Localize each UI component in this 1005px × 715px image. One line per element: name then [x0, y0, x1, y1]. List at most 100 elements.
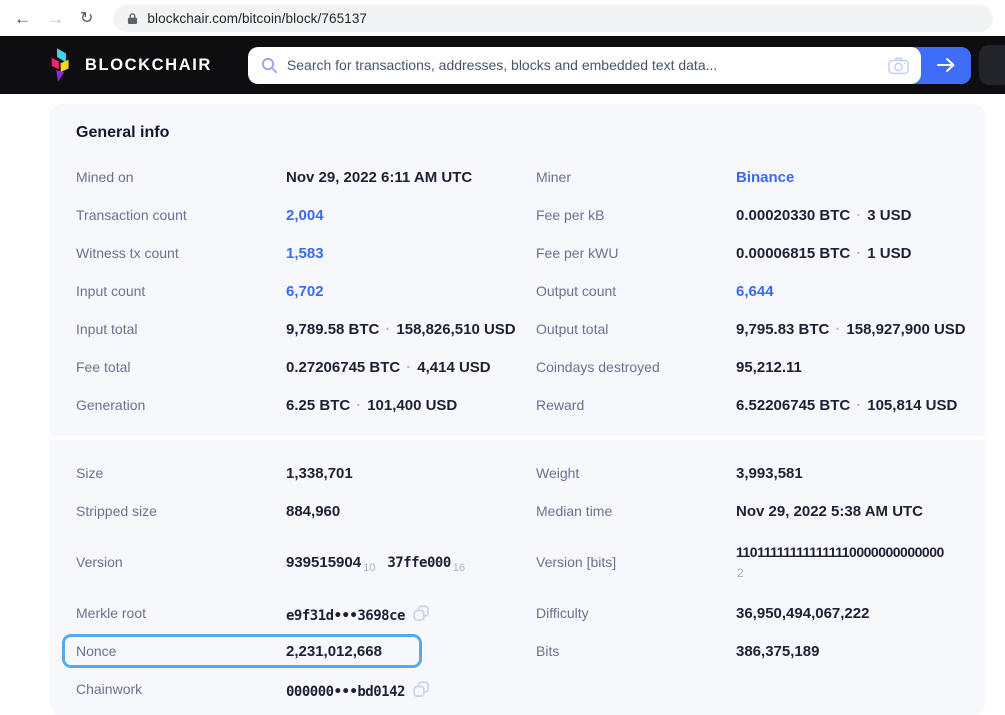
- base-subscript: 2: [737, 565, 744, 580]
- table-row: Nonce 2,231,012,668 Bits 386,375,189: [76, 632, 959, 670]
- search-icon: [261, 57, 278, 74]
- row-label: Transaction count: [76, 207, 187, 223]
- weight-value: 3,993,581: [736, 464, 803, 482]
- search-input[interactable]: [286, 57, 879, 73]
- section-title: General info: [76, 124, 170, 141]
- fee-per-kwu-value: 0.00006815 BTC · 1 USD: [736, 245, 959, 262]
- row-label: Weight: [536, 465, 580, 481]
- row-label: Difficulty: [536, 605, 589, 621]
- block-info-card: General info Mined on Nov 29, 2022 6:11 …: [50, 104, 985, 715]
- row-label: Input total: [76, 321, 138, 337]
- usd-amount: 3 USD: [867, 206, 912, 224]
- row-label: Nonce: [76, 643, 117, 659]
- median-time-value: Nov 29, 2022 5:38 AM UTC: [736, 502, 924, 520]
- transaction-count-link[interactable]: 2,004: [286, 206, 324, 224]
- generation-value: 6.25 BTC · 101,400 USD: [286, 397, 536, 414]
- merkle-root-value: e9f31d•••3698ce: [286, 603, 536, 624]
- btc-amount: 9,789.58 BTC: [286, 320, 380, 338]
- back-icon[interactable]: ←: [14, 8, 31, 28]
- camera-icon[interactable]: [888, 56, 909, 75]
- brand-name[interactable]: BLOCKCHAIR: [85, 55, 212, 74]
- row-label: Fee total: [76, 359, 131, 375]
- btc-amount: 6.52206745 BTC: [736, 396, 851, 414]
- copy-icon[interactable]: [413, 680, 430, 698]
- search-bar: [247, 46, 971, 84]
- miner-link[interactable]: Binance: [736, 168, 795, 186]
- row-label: Mined on: [76, 169, 134, 185]
- site-header: BLOCKCHAIR: [0, 36, 1005, 94]
- table-row: Version 939515904 10 37ffe000 16 Version [b…: [76, 530, 959, 594]
- row-label: Fee per kWU: [536, 245, 619, 261]
- table-row: Transaction count 2,004 Fee per kB 0.000…: [76, 196, 959, 234]
- header-menu-stub[interactable]: [979, 45, 1005, 85]
- url-text: blockchair.com/bitcoin/block/765137: [147, 10, 368, 26]
- row-label: Miner: [536, 169, 572, 185]
- address-bar[interactable]: blockchair.com/bitcoin/block/765137: [113, 4, 993, 32]
- dot-separator: ·: [385, 320, 391, 338]
- reward-value: 6.52206745 BTC · 105,814 USD: [736, 397, 959, 414]
- dot-separator: ·: [406, 358, 412, 376]
- table-row: Merkle root e9f31d•••3698ce Difficulty 3…: [76, 594, 959, 632]
- usd-amount: 105,814 USD: [867, 396, 958, 414]
- search-field-container: [247, 46, 921, 84]
- page-body: General info Mined on Nov 29, 2022 6:11 …: [0, 94, 1005, 715]
- fee-per-kb-value: 0.00020330 BTC · 3 USD: [736, 207, 959, 224]
- mined-on-value: Nov 29, 2022 6:11 AM UTC: [286, 168, 473, 186]
- table-row: Mined on Nov 29, 2022 6:11 AM UTC Miner …: [76, 158, 959, 196]
- coindays-destroyed-value: 95,212.11: [736, 358, 802, 376]
- chainwork-hash: 000000•••bd0142: [286, 683, 405, 700]
- section-divider: [50, 436, 985, 440]
- row-label: Chainwork: [76, 681, 143, 697]
- dot-separator: ·: [856, 206, 862, 224]
- table-row: Size 1,338,701 Weight 3,993,581: [76, 454, 959, 492]
- row-label: Generation: [76, 397, 146, 413]
- usd-amount: 158,927,900 USD: [846, 320, 966, 338]
- row-label: Reward: [536, 397, 585, 413]
- general-info-section: General info Mined on Nov 29, 2022 6:11 …: [50, 104, 985, 436]
- row-label: Output total: [536, 321, 609, 337]
- usd-amount: 158,826,510 USD: [396, 320, 516, 338]
- fee-total-value: 0.27206745 BTC · 4,414 USD: [286, 359, 536, 376]
- size-value: 1,338,701: [286, 464, 353, 482]
- input-count-link[interactable]: 6,702: [286, 282, 324, 300]
- row-label: Input count: [76, 283, 146, 299]
- nonce-value: 2,231,012,668: [286, 642, 382, 660]
- output-count-link[interactable]: 6,644: [736, 282, 774, 300]
- usd-amount: 101,400 USD: [367, 396, 458, 414]
- usd-amount: 1 USD: [867, 244, 912, 262]
- search-submit-button[interactable]: [920, 46, 971, 84]
- dot-separator: ·: [835, 320, 841, 338]
- row-label: Coindays destroyed: [536, 359, 660, 375]
- row-label: Output count: [536, 283, 617, 299]
- row-label: Bits: [536, 643, 560, 659]
- btc-amount: 0.00006815 BTC: [736, 244, 851, 262]
- base-subscript: 16: [452, 561, 466, 574]
- btc-amount: 6.25 BTC: [286, 396, 351, 414]
- forward-icon[interactable]: →: [47, 8, 64, 28]
- bits-value: 386,375,189: [736, 642, 820, 660]
- blockchair-logo-icon[interactable]: [50, 48, 73, 82]
- input-total-value: 9,789.58 BTC · 158,826,510 USD: [286, 321, 536, 338]
- stripped-size-value: 884,960: [286, 502, 341, 520]
- table-row: Chainwork 000000•••bd0142: [76, 670, 959, 708]
- chainwork-value: 000000•••bd0142: [286, 679, 536, 700]
- version-bits-value: 110111111111111110000000000000 2: [736, 544, 959, 581]
- row-label: Median time: [536, 503, 613, 519]
- version-decimal: 939515904: [286, 553, 362, 571]
- copy-icon[interactable]: [413, 604, 430, 622]
- difficulty-value: 36,950,494,067,222: [736, 604, 870, 622]
- usd-amount: 4,414 USD: [417, 358, 491, 376]
- witness-tx-count-link[interactable]: 1,583: [286, 244, 324, 262]
- btc-amount: 9,795.83 BTC: [736, 320, 830, 338]
- dot-separator: ·: [856, 244, 862, 262]
- version-bits-binary: 110111111111111110000000000000: [736, 543, 944, 560]
- reload-icon[interactable]: ↻: [80, 8, 94, 27]
- technical-details-section: Size 1,338,701 Weight 3,993,581 Stripped…: [50, 440, 985, 715]
- row-label: Stripped size: [76, 503, 157, 519]
- row-label: Witness tx count: [76, 245, 179, 261]
- row-label: Size: [76, 465, 104, 481]
- browser-toolbar: ← → ↻ blockchair.com/bitcoin/block/76513…: [0, 0, 1005, 36]
- dot-separator: ·: [856, 396, 862, 414]
- lock-icon: [127, 12, 138, 25]
- version-hex: 37ffe000: [387, 554, 451, 571]
